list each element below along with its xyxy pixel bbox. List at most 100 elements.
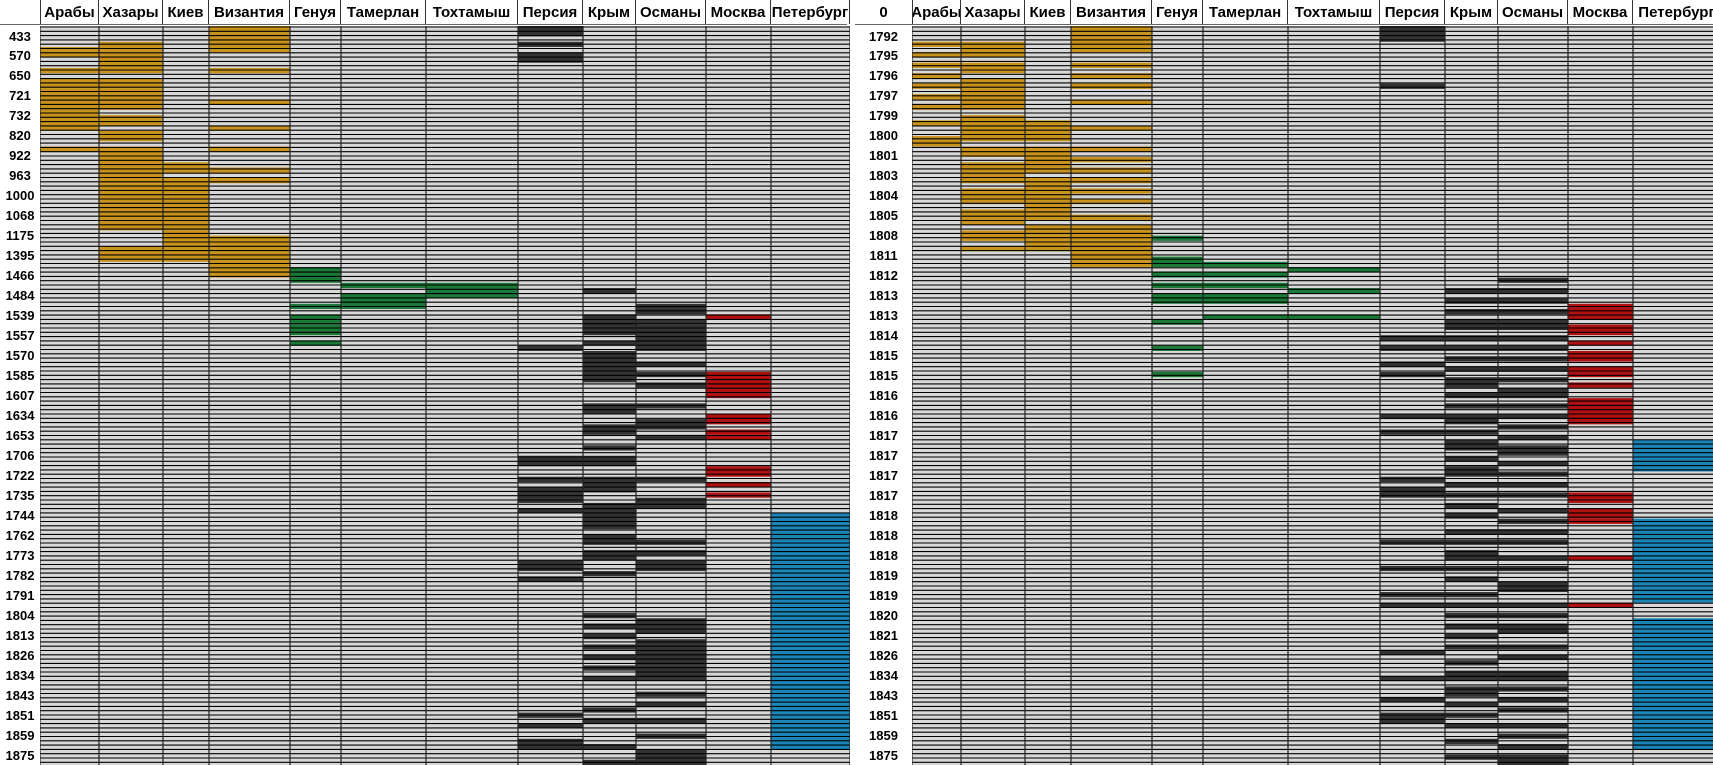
band-cell [912, 104, 961, 110]
row-label: 1851 [5, 707, 35, 723]
band-cell [1380, 26, 1445, 32]
band-cell [1568, 340, 1633, 346]
band-cell [636, 497, 706, 509]
band-cell [1380, 345, 1445, 351]
row-label: 1773 [5, 547, 35, 563]
band-cell [636, 319, 706, 325]
row-label: 1818 [869, 527, 898, 543]
row-label: 1175 [5, 228, 35, 244]
band-cell [1445, 702, 1498, 708]
band-cell [706, 466, 771, 477]
row-label: 1762 [5, 527, 35, 543]
band-cell [209, 146, 290, 152]
band-cell [636, 419, 706, 430]
band-cell [1445, 356, 1498, 362]
row-label: 1395 [5, 248, 35, 264]
band-cell [1025, 193, 1071, 220]
band-cell [1498, 529, 1568, 535]
band-cell [1445, 576, 1498, 582]
row-label: 1000 [5, 188, 35, 204]
band-cell [1445, 298, 1498, 304]
row-label: 732 [9, 108, 31, 124]
band-cell [961, 246, 1025, 252]
band-cell [706, 371, 771, 399]
band-cell [1380, 371, 1445, 378]
row-label: 1826 [869, 647, 898, 663]
band-cell [636, 303, 706, 315]
row-label: 1803 [869, 168, 898, 184]
band-cell [1025, 225, 1071, 236]
band-cell [1498, 602, 1568, 608]
band-cell [518, 345, 583, 351]
row-label: 1819 [869, 567, 898, 583]
row-label: 1875 [5, 747, 35, 763]
row-label: 1817 [869, 467, 898, 483]
band-cell [1633, 518, 1713, 572]
band-cell [1568, 413, 1633, 425]
band-cell [1445, 738, 1498, 745]
band-cell [1568, 398, 1633, 414]
band-cell [1445, 309, 1498, 315]
column-header: Крым [583, 0, 636, 24]
row-label: 1820 [869, 607, 898, 623]
band-cell [706, 413, 771, 425]
band-cell [1445, 377, 1498, 388]
band-cell [518, 576, 583, 582]
band-cell [961, 162, 1025, 173]
band-cell [1498, 298, 1568, 304]
band-cell [1568, 602, 1633, 608]
band-cell [636, 434, 706, 441]
band-cell [1568, 324, 1633, 336]
row-label: 1801 [869, 148, 898, 164]
band-cell [290, 267, 341, 283]
row-label: 1834 [5, 667, 35, 683]
row-label: 721 [9, 88, 31, 104]
row-label: 1800 [869, 128, 898, 144]
band-cell [583, 403, 636, 414]
row-label: 1812 [869, 268, 898, 284]
band-cell [1445, 455, 1498, 462]
band-cell [1288, 267, 1380, 273]
band-cell [583, 717, 636, 724]
band-cell [961, 188, 1025, 205]
band-cell [1445, 502, 1498, 509]
band-cell [1498, 744, 1568, 750]
corner-cell [0, 0, 40, 24]
band-cell [1498, 492, 1568, 498]
row-label: 1818 [869, 547, 898, 563]
row-label: 1813 [5, 627, 35, 643]
band-cell [1071, 125, 1152, 131]
band-cell [706, 429, 771, 435]
band-cell [1445, 513, 1498, 519]
band-cell [583, 288, 636, 294]
band-cell [1498, 696, 1568, 703]
band-cell [1380, 413, 1445, 420]
band-cell [1445, 723, 1498, 729]
row-label: 1585 [5, 368, 35, 384]
band-cell [636, 665, 706, 682]
band-cell [1498, 481, 1568, 488]
band-cell [706, 481, 771, 488]
band-cell [1445, 440, 1498, 451]
column-header: Крым [1445, 0, 1498, 24]
band-cell [583, 502, 636, 530]
band-cell [1498, 335, 1568, 341]
band-cell [912, 136, 961, 147]
band-cell [583, 476, 636, 493]
band-cell [1380, 335, 1445, 341]
band-cell [1445, 466, 1498, 477]
band-cell [583, 644, 636, 650]
band-cell [99, 130, 163, 142]
row-label: 1834 [869, 667, 898, 683]
band-cell [583, 534, 636, 545]
row-label: 1815 [869, 368, 898, 384]
band-cell [636, 618, 706, 634]
band-cell [99, 115, 163, 126]
column-header: Хазары [961, 0, 1025, 24]
row-label: 1808 [869, 228, 898, 244]
row-label: 1722 [5, 467, 35, 483]
band-cell [1633, 440, 1713, 472]
band-cell [1445, 539, 1498, 545]
row-label: 1875 [869, 747, 898, 763]
band-cell [40, 146, 99, 152]
